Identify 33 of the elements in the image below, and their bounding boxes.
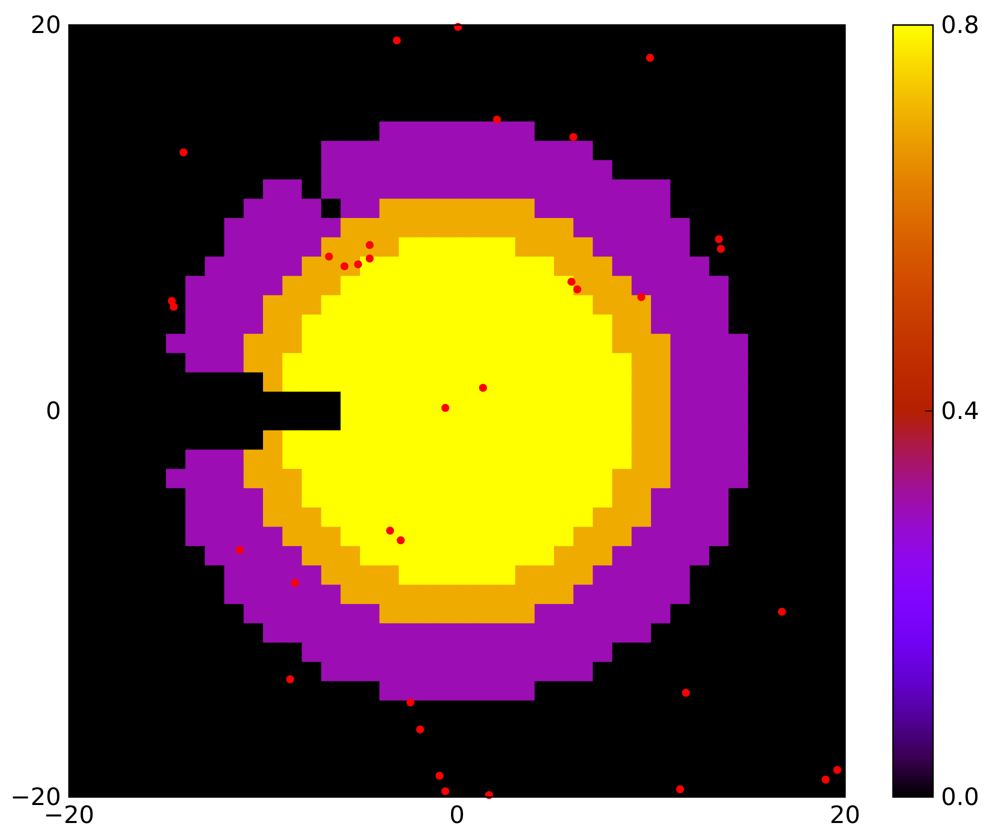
point xyxy=(392,36,401,44)
point xyxy=(637,293,646,302)
point xyxy=(682,688,690,697)
point xyxy=(478,384,487,392)
point xyxy=(386,526,394,535)
point xyxy=(569,132,578,141)
y-tick-label: 0 xyxy=(46,397,61,425)
point xyxy=(436,772,444,780)
point xyxy=(646,54,654,62)
point xyxy=(778,608,786,616)
x-tick-label: 20 xyxy=(830,801,860,829)
color-bar-label: 0.0 xyxy=(941,783,980,811)
point xyxy=(492,116,501,124)
point xyxy=(291,578,300,587)
point xyxy=(179,148,188,156)
point xyxy=(396,536,405,544)
point xyxy=(366,254,374,263)
point xyxy=(416,725,424,734)
point xyxy=(236,546,244,554)
point xyxy=(567,278,576,286)
point xyxy=(714,235,723,244)
point xyxy=(441,404,450,412)
color-bar-label: 0.8 xyxy=(941,11,980,39)
x-tick-label: 0 xyxy=(449,801,465,829)
y-tick-label: 20 xyxy=(30,11,61,39)
point xyxy=(340,262,348,270)
point xyxy=(286,675,294,684)
color-bar-label: 0.4 xyxy=(941,397,980,425)
point xyxy=(324,252,333,261)
point xyxy=(822,776,830,784)
point xyxy=(354,260,362,268)
point xyxy=(406,698,414,706)
point xyxy=(573,285,582,294)
